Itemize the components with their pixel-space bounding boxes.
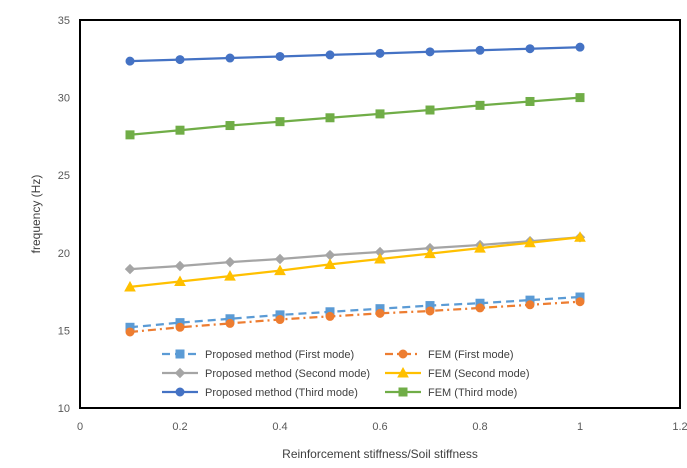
data-point: [575, 42, 585, 52]
y-tick-label: 10: [58, 403, 70, 415]
data-point: [524, 236, 536, 248]
series-line: [129, 295, 581, 329]
x-tick-label: 0: [77, 421, 83, 433]
data-point: [275, 117, 285, 127]
series-line: [129, 300, 581, 334]
x-axis-label: Reinforcement stiffness/Soil stiffness: [282, 447, 478, 461]
legend-marker: [398, 349, 408, 359]
data-point: [175, 55, 185, 65]
legend-item: Proposed method (First mode): [162, 349, 354, 361]
data-point: [125, 130, 135, 140]
data-point: [424, 247, 436, 259]
data-point: [475, 303, 485, 313]
y-tick-label: 35: [58, 15, 70, 27]
legend-marker: [397, 366, 409, 378]
y-tick-label: 20: [58, 248, 70, 260]
data-point: [225, 121, 235, 131]
y-axis-label: frequency (Hz): [29, 175, 43, 254]
data-point: [275, 315, 285, 325]
data-point: [275, 51, 285, 61]
data-point: [274, 264, 286, 276]
x-tick-label: 1: [577, 421, 583, 433]
data-point: [374, 252, 386, 264]
data-point: [174, 260, 186, 272]
series-line: [129, 96, 581, 136]
series-line: [129, 236, 581, 271]
data-point: [474, 242, 486, 253]
y-tick-label: 25: [58, 170, 70, 182]
data-point: [125, 56, 135, 66]
legend-label: FEM (Second mode): [428, 368, 529, 380]
series-2: [125, 297, 585, 337]
series-line: [129, 236, 581, 289]
data-point: [224, 270, 236, 281]
legend-label: Proposed method (First mode): [205, 349, 354, 361]
data-point: [525, 300, 535, 310]
data-point: [324, 249, 336, 261]
data-point: [124, 263, 136, 275]
data-point: [224, 256, 236, 268]
data-point: [225, 318, 235, 328]
data-point: [325, 113, 335, 123]
data-point: [375, 109, 385, 119]
data-point: [324, 258, 336, 269]
data-point: [425, 306, 435, 316]
data-point: [475, 45, 485, 55]
data-point: [325, 311, 335, 321]
legend-marker: [174, 367, 186, 379]
legend-item: FEM (Second mode): [385, 366, 529, 380]
data-point: [475, 100, 485, 110]
x-tick-label: 0.4: [272, 421, 287, 433]
data-point: [325, 50, 335, 60]
data-point: [425, 105, 435, 115]
data-point: [175, 125, 185, 135]
data-point: [375, 48, 385, 58]
data-point: [225, 53, 235, 63]
legend-marker: [175, 349, 185, 359]
series-1: [125, 292, 585, 332]
data-point: [375, 308, 385, 318]
data-point: [525, 44, 535, 54]
legend-label: Proposed method (Third mode): [205, 387, 358, 399]
series-5: [125, 42, 585, 66]
x-tick-label: 0.2: [172, 421, 187, 433]
x-tick-label: 0.8: [472, 421, 487, 433]
legend-marker: [175, 387, 185, 397]
data-point: [124, 280, 136, 292]
x-tick-label: 0.6: [372, 421, 387, 433]
legend-item: Proposed method (Third mode): [162, 387, 358, 399]
x-tick-label: 1.2: [672, 421, 687, 433]
data-point: [125, 327, 135, 337]
legend-item: FEM (First mode): [385, 349, 514, 361]
series-6: [125, 93, 585, 140]
data-point: [174, 275, 186, 287]
legend-label: FEM (First mode): [428, 349, 514, 361]
legend-label: Proposed method (Second mode): [205, 368, 370, 380]
data-point: [575, 93, 585, 103]
y-tick-label: 30: [58, 93, 70, 105]
series-4: [124, 231, 586, 292]
data-point: [425, 47, 435, 57]
data-point: [525, 96, 535, 106]
series-line: [129, 46, 581, 63]
legend-marker: [398, 387, 408, 397]
series-3: [124, 232, 586, 275]
data-point: [274, 253, 286, 265]
data-point: [175, 322, 185, 332]
legend-item: Proposed method (Second mode): [162, 367, 370, 380]
data-point: [575, 297, 585, 307]
data-point: [574, 231, 586, 242]
y-tick-label: 15: [58, 325, 70, 337]
legend-label: FEM (Third mode): [428, 387, 517, 399]
plot-frame: [79, 19, 681, 409]
legend-item: FEM (Third mode): [385, 387, 517, 399]
